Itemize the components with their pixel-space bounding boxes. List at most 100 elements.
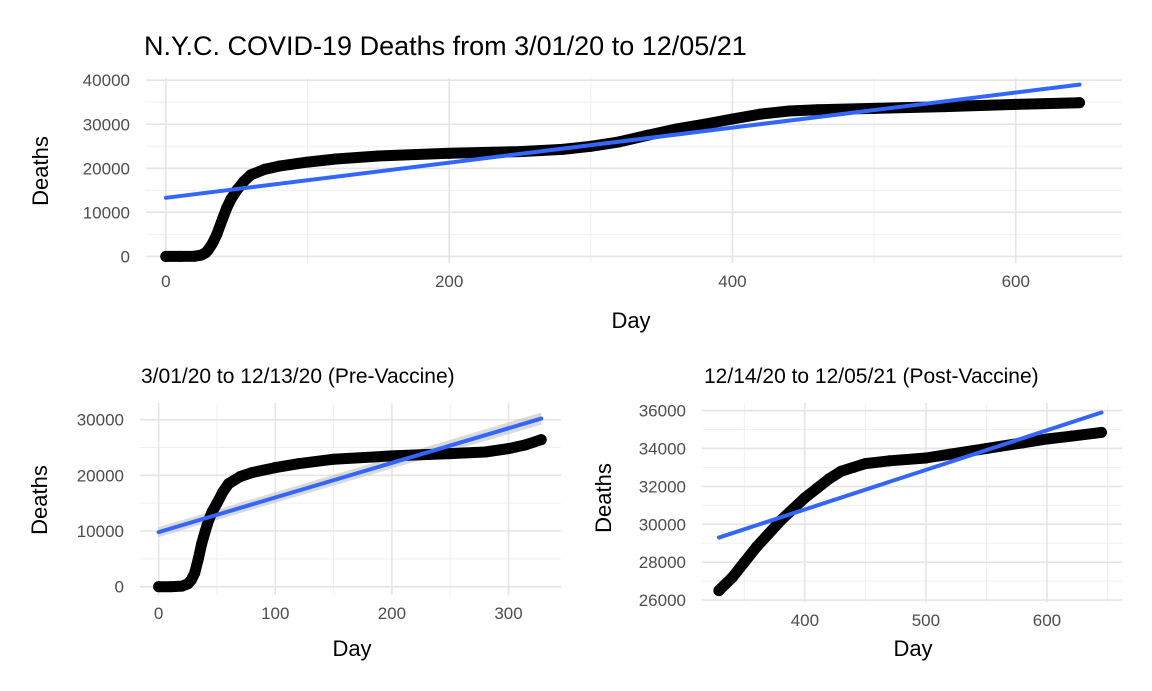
y-tick-label: 0 xyxy=(115,578,124,597)
chart-title-overall: N.Y.C. COVID-19 Deaths from 3/01/20 to 1… xyxy=(144,31,747,61)
grid-overall xyxy=(146,78,1122,263)
data-point xyxy=(211,228,223,240)
data-point xyxy=(835,465,847,477)
data-point xyxy=(328,453,340,465)
y-axis-label-overall: Deaths xyxy=(28,136,53,206)
y-tick-label: 34000 xyxy=(639,439,686,458)
data-point xyxy=(750,541,762,553)
x-tick-label: 600 xyxy=(1002,272,1030,291)
data-point xyxy=(1041,433,1053,445)
data-point xyxy=(443,147,455,159)
y-tick-label: 32000 xyxy=(639,477,686,496)
data-point xyxy=(944,448,956,460)
panel-pre-vaccine: 3/01/20 to 12/13/20 (Pre-Vaccine) 0 100 20… xyxy=(27,365,561,661)
panel-overall: N.Y.C. COVID-19 Deaths from 3/01/20 to 1… xyxy=(28,31,1122,333)
chart-title-pre-vaccine: 3/01/20 to 12/13/20 (Pre-Vaccine) xyxy=(141,365,455,388)
data-point xyxy=(1095,426,1107,438)
data-point xyxy=(174,250,186,262)
data-points-post-vaccine xyxy=(713,426,1107,597)
data-point xyxy=(192,553,204,565)
x-tick-labels-pre-vaccine: 0 100 200 300 xyxy=(154,604,523,623)
data-point xyxy=(386,450,398,462)
data-point xyxy=(535,434,547,446)
data-point xyxy=(823,473,835,485)
y-tick-labels-overall: 0 10000 20000 30000 40000 xyxy=(83,71,130,266)
y-axis-label-post-vaccine: Deaths xyxy=(591,463,616,533)
y-tick-label: 30000 xyxy=(639,515,686,534)
x-tick-labels-overall: 0 200 400 600 xyxy=(161,272,1030,291)
data-point xyxy=(847,461,859,473)
y-tick-label: 30000 xyxy=(83,115,130,134)
y-axis-label-pre-vaccine: Deaths xyxy=(27,465,52,535)
y-tick-label: 10000 xyxy=(77,522,124,541)
y-tick-labels-pre-vaccine: 0 10000 20000 30000 xyxy=(77,411,124,597)
data-point xyxy=(670,123,682,135)
y-tick-label: 28000 xyxy=(639,553,686,572)
x-tick-label: 0 xyxy=(154,604,163,623)
data-point xyxy=(939,101,951,113)
x-tick-label: 200 xyxy=(378,604,406,623)
data-point xyxy=(479,446,491,458)
data-point xyxy=(164,581,176,593)
data-point xyxy=(199,525,211,537)
data-point xyxy=(221,202,233,214)
data-point xyxy=(330,153,342,165)
fit-line-pre-vaccine xyxy=(156,416,544,535)
data-point xyxy=(269,462,281,474)
data-point xyxy=(920,452,932,464)
data-point xyxy=(234,470,246,482)
data-point xyxy=(1065,430,1077,442)
x-tick-label: 600 xyxy=(1033,611,1061,630)
x-tick-label: 400 xyxy=(791,611,819,630)
panel-post-vaccine: 12/14/20 to 12/05/21 (Post-Vaccine) 400 5… xyxy=(591,365,1122,661)
x-tick-labels-post-vaccine: 400 500 600 xyxy=(791,611,1061,630)
data-point xyxy=(520,439,532,451)
fit-line xyxy=(716,410,1104,540)
fit-line xyxy=(156,416,544,535)
y-tick-label: 20000 xyxy=(77,466,124,485)
data-point xyxy=(225,193,237,205)
data-point xyxy=(811,482,823,494)
data-point xyxy=(503,443,515,455)
data-point xyxy=(259,163,271,175)
data-point xyxy=(189,567,201,579)
data-point xyxy=(763,528,775,540)
data-point xyxy=(216,213,228,225)
data-point xyxy=(217,486,229,498)
data-point xyxy=(301,156,313,168)
y-tick-label: 26000 xyxy=(639,591,686,610)
x-axis-label-pre-vaccine: Day xyxy=(332,636,371,661)
data-point xyxy=(293,458,305,470)
x-tick-label: 300 xyxy=(494,604,522,623)
x-tick-label: 0 xyxy=(161,272,170,291)
data-point xyxy=(444,448,456,460)
data-point xyxy=(372,150,384,162)
chart-title-post-vaccine: 12/14/20 to 12/05/21 (Post-Vaccine) xyxy=(704,365,1039,388)
data-point xyxy=(726,571,738,583)
data-trace xyxy=(713,426,1107,597)
fit-line-overall xyxy=(163,82,1082,200)
data-points-overall xyxy=(160,97,1086,262)
y-tick-label: 36000 xyxy=(639,402,686,421)
x-tick-label: 400 xyxy=(718,272,746,291)
data-point xyxy=(698,118,710,130)
y-tick-label: 0 xyxy=(121,247,130,266)
data-point xyxy=(755,108,767,120)
data-point xyxy=(783,105,795,117)
data-point xyxy=(211,497,223,509)
data-point xyxy=(884,455,896,467)
x-axis-label-overall: Day xyxy=(611,308,650,333)
fit-line-post-vaccine xyxy=(716,410,1104,540)
x-tick-label: 200 xyxy=(435,272,463,291)
data-point xyxy=(1010,98,1022,110)
data-point xyxy=(238,176,250,188)
x-axis-label-post-vaccine: Day xyxy=(893,636,932,661)
data-point xyxy=(223,478,235,490)
data-point xyxy=(160,250,172,262)
data-point xyxy=(738,556,750,568)
y-tick-label: 40000 xyxy=(83,71,130,90)
data-points-pre-vaccine xyxy=(153,434,547,593)
data-point xyxy=(273,160,285,172)
data-point xyxy=(1074,97,1086,109)
